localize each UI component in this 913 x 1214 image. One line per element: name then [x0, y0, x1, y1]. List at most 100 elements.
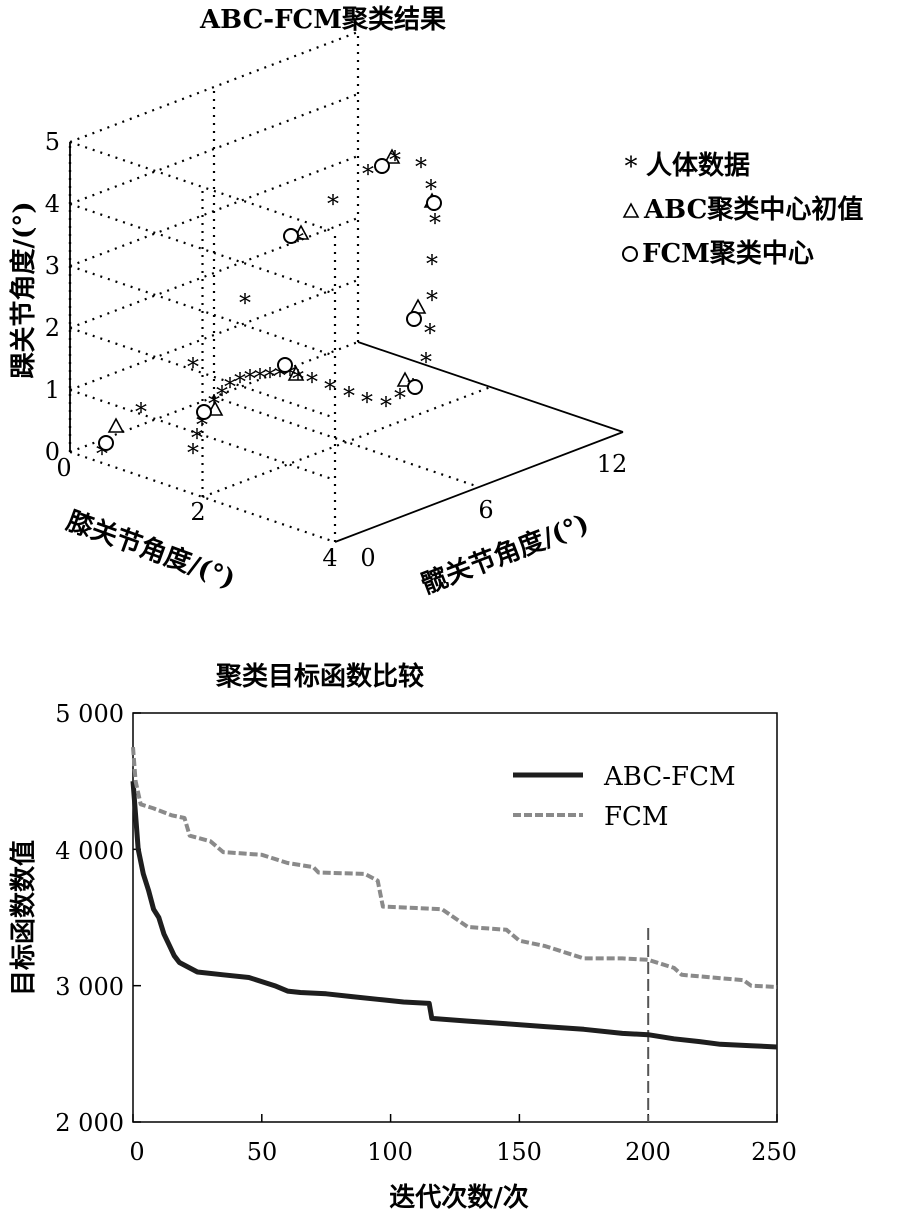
grid-line: [69, 388, 336, 482]
z-tick-label: 1: [45, 376, 60, 404]
grid-line: [69, 216, 359, 330]
grid-line: [69, 202, 336, 296]
knee-axis-label: 膝关节角度/(°): [61, 505, 239, 595]
hip-axis-label: 髋关节角度/(°): [417, 508, 593, 600]
data-point-star: *: [244, 365, 256, 393]
legend-label: FCM: [604, 802, 669, 832]
fcm-center-circle: [196, 404, 212, 420]
fcm-center-circle: [374, 158, 390, 174]
data-point-star: *: [426, 250, 438, 278]
chart-title-3d: ABC-FCM聚类结果: [199, 5, 446, 35]
y-axis-label: 目标函数数值: [9, 840, 39, 996]
z-tick-label: 2: [45, 314, 60, 342]
abc-initial-center-triangle: [409, 298, 427, 314]
abc-initial-center-triangle: [396, 371, 414, 387]
abc-initial-center-triangle: [383, 148, 401, 164]
data-point-star: *: [216, 381, 228, 409]
data-point-star: *: [135, 398, 147, 426]
data-point-star: *: [343, 382, 355, 410]
data-point-star: *: [239, 289, 251, 317]
y-tick-label: 2 000: [55, 1109, 124, 1137]
z-tick-label: 5: [45, 128, 60, 156]
grid-line: [69, 326, 336, 420]
grid-line: [202, 385, 491, 499]
data-point-star: *: [264, 363, 276, 391]
plot-area-border: [132, 712, 778, 1123]
data-point-star: *: [424, 319, 436, 347]
legend-marker-circle: [622, 246, 638, 262]
data-point-star: *: [187, 353, 199, 381]
data-point-star: *: [327, 190, 339, 218]
knee-tick-label: 0: [56, 454, 71, 482]
data-point-star: *: [420, 348, 432, 376]
x-tick-label: 100: [367, 1138, 413, 1166]
data-point-star: *: [429, 209, 441, 237]
data-point-star: *: [234, 368, 246, 396]
axis-line: [357, 341, 624, 433]
legend-label: FCM聚类中心: [642, 239, 814, 269]
fcm-center-circle: [406, 311, 422, 327]
legend-marker-triangle: [622, 202, 640, 218]
grid-line: [69, 154, 359, 268]
fcm-center-circle: [277, 357, 293, 373]
data-point-star: *: [306, 368, 318, 396]
grid-line: [69, 140, 336, 234]
abc-initial-center-triangle: [107, 417, 125, 433]
legend-label: ABC-FCM: [603, 762, 736, 792]
grid-3d: [68, 30, 491, 544]
x-axis-label: 迭代次数/次: [389, 1183, 529, 1213]
x-tick-label: 0: [129, 1138, 144, 1166]
legend-marker-star: *: [625, 152, 638, 182]
z-axis-label: 踝关节角度/(°): [8, 201, 39, 378]
grid-line: [69, 340, 359, 454]
fcm-center-circle: [407, 379, 423, 395]
hip-tick-label: 12: [597, 450, 628, 478]
abc-initial-center-triangle: [206, 400, 224, 416]
legend-2d: ABC-FCM FCM: [513, 762, 736, 832]
data-point-star: *: [394, 384, 406, 412]
data-point-star: *: [415, 153, 427, 181]
data-point-star: *: [389, 146, 401, 174]
data-point-star: *: [361, 388, 373, 416]
axes-3d: [69, 142, 624, 543]
knee-tick-label: 2: [190, 498, 205, 526]
data-point-star: *: [380, 392, 392, 420]
x-tick-label: 150: [496, 1138, 542, 1166]
legend-3d: * 人体数据 ABC聚类中心初值 FCM聚类中心: [622, 151, 863, 269]
series-line-fcm: [131, 746, 778, 989]
fcm-center-circle: [426, 195, 442, 211]
abc-initial-center-triangle: [287, 365, 305, 381]
data-point-star: *: [254, 364, 266, 392]
grid-line: [69, 30, 359, 144]
legend-label: ABC聚类中心初值: [643, 195, 863, 225]
x-tick-label: 250: [751, 1138, 797, 1166]
z-tick-label: 4: [45, 190, 60, 218]
hip-tick-label: 0: [360, 544, 375, 572]
data-point-star: *: [426, 286, 438, 314]
y-tick-label: 4 000: [55, 837, 124, 865]
z-tick-label: 3: [45, 252, 60, 280]
hip-tick-label: 6: [478, 496, 493, 524]
fcm-center-circle: [283, 228, 299, 244]
axis-line: [334, 431, 624, 543]
y-tick-label: 3 000: [55, 973, 124, 1001]
line-chart: 聚类目标函数比较 2 000 3 000 4 000 5 000 0 50 10…: [9, 661, 797, 1213]
scatter-points: ************************************: [96, 146, 442, 468]
x-tick-label: 50: [247, 1138, 278, 1166]
data-point-star: *: [292, 365, 304, 393]
chart-title-2d: 聚类目标函数比较: [215, 661, 424, 692]
y-tick-label: 5 000: [55, 700, 124, 728]
series-line-abc-fcm: [130, 781, 778, 1050]
grid-line: [69, 92, 359, 206]
knee-tick-label: 4: [322, 544, 337, 572]
data-point-star: *: [362, 160, 374, 188]
grid-line: [69, 450, 336, 544]
z-tick-label: 0: [45, 438, 60, 466]
grid-line: [69, 278, 359, 392]
data-point-star: *: [191, 424, 203, 452]
fcm-center-circle: [98, 435, 114, 451]
scatter-3d-chart: ABC-FCM聚类结果 ***************** * * * * * ******…: [8, 5, 863, 600]
data-point-star: *: [224, 373, 236, 401]
grid-line: [213, 395, 480, 489]
